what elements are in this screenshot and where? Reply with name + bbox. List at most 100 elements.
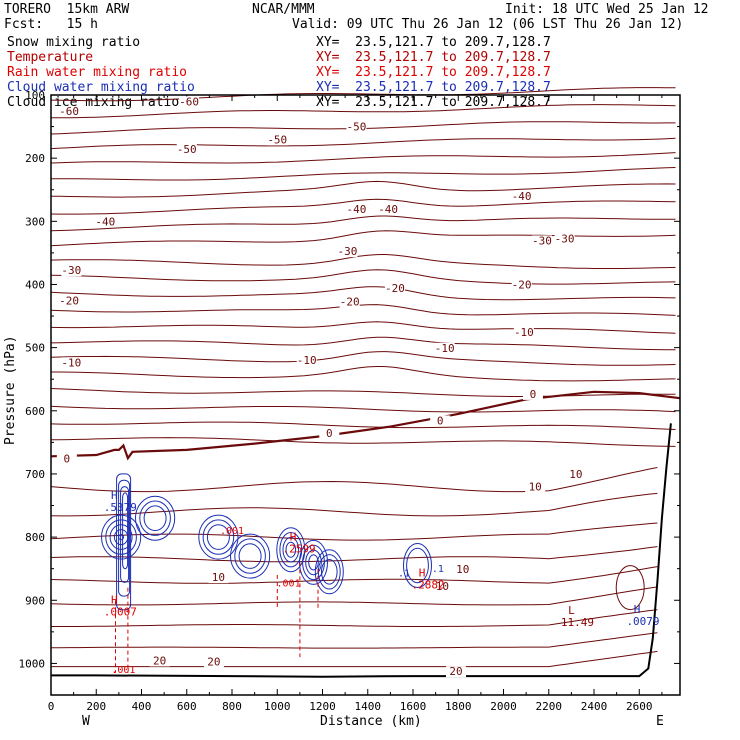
isotherm-label-bg xyxy=(267,134,288,146)
extremum-kind: H xyxy=(419,566,426,579)
extremum-value: .5379 xyxy=(104,501,137,514)
contour-labels: -60-60-50-50-50-40-40 -40-40-30 -30-30-30-… xyxy=(56,95,586,678)
isotherm-label-bg xyxy=(452,563,473,575)
cloud-water-contour xyxy=(230,533,271,579)
cloud-column-contour xyxy=(122,492,129,570)
isotherm xyxy=(50,180,676,198)
y-tick-label: 300 xyxy=(25,215,45,228)
cloud-column-contour xyxy=(120,486,130,583)
field-xy-rain: XY= 23.5,121.7 to 209.7,128.7 xyxy=(316,65,551,80)
field-xy-snow: XY= 23.5,121.7 to 209.7,128.7 xyxy=(316,35,551,50)
isotherm-label-bg xyxy=(511,191,532,203)
isotherm-label: -30 xyxy=(532,234,552,247)
field-xy-temperature: XY= 23.5,121.7 to 209.7,128.7 xyxy=(316,50,551,65)
isotherm-label-bg xyxy=(522,388,543,400)
isotherm-lines xyxy=(50,87,676,668)
terrain-line xyxy=(51,423,672,678)
extremum-kind: H xyxy=(290,530,297,543)
contour-label: .001 xyxy=(277,578,301,589)
isotherm-label-bg xyxy=(61,357,82,369)
cloud-water-contour xyxy=(308,554,319,571)
isotherm-label-bg xyxy=(319,428,340,440)
contour-label: .001 xyxy=(220,526,244,537)
isotherm xyxy=(50,421,676,430)
isotherm-label-bg xyxy=(59,295,80,307)
isotherm-label-bg xyxy=(384,282,405,294)
field-name-rain: Rain water mixing ratio xyxy=(7,65,188,80)
extremum-value: .2882 xyxy=(412,578,445,591)
isotherm-label: -50 xyxy=(177,143,197,156)
y-axis-title: Pressure (hPa) xyxy=(3,335,18,445)
cloud-water-contour xyxy=(143,505,167,532)
isotherm xyxy=(50,104,676,119)
x-tick-label: 2600 xyxy=(626,700,653,713)
cloud-water-contour xyxy=(282,536,300,563)
isotherm-label-bg xyxy=(432,580,453,592)
isotherm-label: -20 xyxy=(512,279,532,292)
isotherm-label: -30 xyxy=(61,264,81,277)
x-tick-label: 2400 xyxy=(581,700,608,713)
isotherm xyxy=(51,365,676,382)
x-tick-label: 1200 xyxy=(309,700,336,713)
isotherm xyxy=(50,492,658,517)
cloud-water-contour xyxy=(202,519,235,555)
isotherm-label: 20 xyxy=(449,665,462,678)
y-tick-label: 600 xyxy=(25,405,45,418)
field-name-temperature: Temperature xyxy=(7,50,94,65)
cloud-water-contour xyxy=(615,565,645,611)
isotherm-label: -20 xyxy=(59,294,79,307)
isotherm xyxy=(50,269,676,285)
cloud-water-contour xyxy=(403,543,432,588)
isotherm xyxy=(50,230,676,247)
east-label: E xyxy=(656,714,664,729)
isotherm xyxy=(50,336,676,351)
isotherm-label: 20 xyxy=(153,654,166,667)
x-tick-label: 0 xyxy=(48,700,55,713)
isotherm xyxy=(50,198,676,215)
isotherm-label-bg xyxy=(513,327,534,338)
isotherm-label: 10 xyxy=(212,571,225,584)
isotherm xyxy=(50,632,658,649)
isotherm-label: 0 xyxy=(530,388,537,401)
extremum-kind: H xyxy=(634,603,641,616)
isotherm-label-bg xyxy=(434,342,455,354)
x-tick-label: 2200 xyxy=(536,700,563,713)
y-tick-label: 400 xyxy=(25,278,45,291)
isotherm xyxy=(50,321,676,334)
isotherm-label-bg xyxy=(95,216,116,228)
extremum-kind: H xyxy=(111,489,118,502)
isotherm-label: -10 xyxy=(514,326,534,339)
forecast-hour: Fcst: 15 h xyxy=(4,17,98,32)
isotherm-label-bg xyxy=(554,233,575,245)
isotherm-label-bg xyxy=(203,656,224,668)
isotherm xyxy=(50,467,658,493)
isotherm-label-bg xyxy=(565,469,586,481)
isotherm-label-bg xyxy=(346,121,367,133)
isotherm-label-bg xyxy=(511,279,532,291)
isotherm xyxy=(50,253,676,269)
cloud-water-contour xyxy=(276,527,306,573)
isotherm-label-bg xyxy=(525,481,546,493)
isotherm xyxy=(50,405,676,413)
isotherm-label: -20 xyxy=(340,296,360,309)
x-tick-label: 400 xyxy=(132,700,152,713)
isotherm-label: 20 xyxy=(207,656,220,669)
isotherm xyxy=(50,437,676,447)
contour-label: .1 xyxy=(432,564,444,575)
isotherm-label: -50 xyxy=(347,121,367,134)
isotherm-label-bg xyxy=(339,296,360,308)
extremum-value: .0007 xyxy=(104,605,137,618)
cloud-water-contour xyxy=(135,495,176,541)
isotherm-label: 10 xyxy=(456,563,469,576)
valid-time: Valid: 09 UTC Thu 26 Jan 12 (06 LST Thu … xyxy=(292,17,684,32)
isotherm-label: -40 xyxy=(95,215,115,228)
cloud-water-contour xyxy=(139,500,171,536)
isotherm-label: -60 xyxy=(179,95,199,108)
terrain xyxy=(51,423,672,678)
isotherm xyxy=(50,286,676,301)
isotherm-label: 0 xyxy=(437,414,444,427)
y-tick-label: 100 xyxy=(25,89,45,102)
isotherm-label: -40 xyxy=(378,203,398,216)
